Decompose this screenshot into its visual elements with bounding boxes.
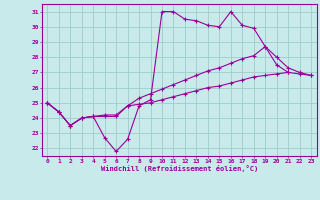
X-axis label: Windchill (Refroidissement éolien,°C): Windchill (Refroidissement éolien,°C) [100, 165, 258, 172]
